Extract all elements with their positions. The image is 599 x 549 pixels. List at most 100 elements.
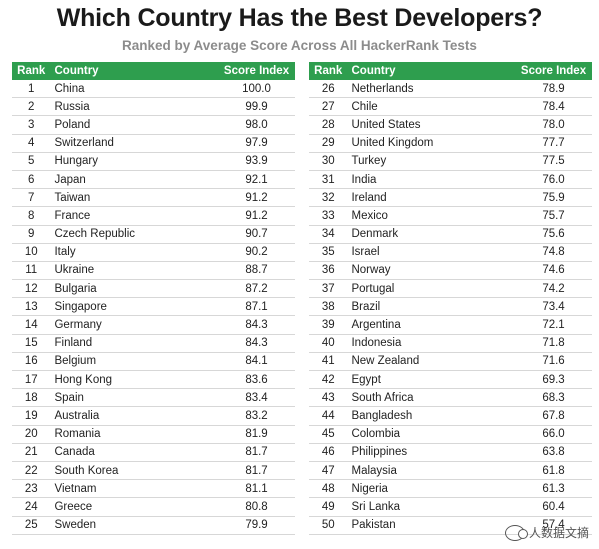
country-cell: Argentina [347,315,516,335]
score-cell: 91.2 [218,206,295,226]
header-score-index: Score Index [515,62,592,80]
score-cell: 57.4 [515,516,592,535]
country-cell: Romania [50,425,219,444]
ranking-table-right: Rank Country Score Index 26 Netherlands 78… [309,62,592,535]
watermark: 人数据文摘 [504,524,589,541]
rank-cell: 19 [12,406,51,426]
header-rank: Rank [309,62,348,80]
country-cell: Pakistan [347,516,516,535]
table-row: 38 Brazil 73.4 [309,297,592,317]
rank-cell: 16 [12,352,51,372]
rank-cell: 21 [12,443,51,462]
rank-cell: 34 [309,225,348,244]
score-cell: 79.9 [218,516,295,535]
score-cell: 77.7 [515,134,592,153]
rank-cell: 35 [309,243,348,262]
score-cell: 88.7 [218,261,295,281]
country-cell: Finland [50,334,219,353]
score-cell: 87.1 [218,297,295,317]
header-score-index: Score Index [218,62,295,80]
country-cell: New Zealand [347,352,516,372]
rank-cell: 17 [12,370,51,390]
country-cell: Portugal [347,279,516,299]
table-row: 15 Finland 84.3 [12,334,295,353]
score-cell: 75.6 [515,225,592,244]
country-cell: France [50,206,219,226]
country-cell: Nigeria [347,479,516,499]
score-cell: 74.6 [515,261,592,281]
score-cell: 100.0 [218,80,295,99]
rank-cell: 41 [309,352,348,372]
score-cell: 81.7 [218,443,295,462]
table-row: 49 Sri Lanka 60.4 [309,497,592,517]
table-row: 48 Nigeria 61.3 [309,479,592,499]
country-cell: Germany [50,315,219,335]
country-cell: Turkey [347,152,516,171]
country-cell: Israel [347,243,516,262]
rank-cell: 9 [12,225,51,244]
country-cell: Greece [50,497,219,517]
table-row: 42 Egypt 69.3 [309,370,592,390]
table-row: 7 Taiwan 91.2 [12,188,295,208]
score-cell: 69.3 [515,370,592,390]
table-row: 18 Spain 83.4 [12,388,295,408]
table-row: 19 Australia 83.2 [12,406,295,426]
score-cell: 63.8 [515,443,592,462]
table-row: 24 Greece 80.8 [12,497,295,517]
country-cell: Australia [50,406,219,426]
score-cell: 90.7 [218,225,295,244]
rank-cell: 14 [12,315,51,335]
score-cell: 61.3 [515,479,592,499]
score-cell: 98.0 [218,115,295,135]
rank-cell: 38 [309,297,348,317]
country-cell: Italy [50,243,219,262]
rank-cell: 50 [309,516,348,535]
ranking-table-left: Rank Country Score Index 1 China 100.0 2 Rus… [12,62,295,535]
country-cell: Chile [347,97,516,117]
table-row: 21 Canada 81.7 [12,443,295,462]
country-cell: Netherlands [347,80,516,99]
country-cell: Taiwan [50,188,219,208]
rank-cell: 44 [309,406,348,426]
score-cell: 84.1 [218,352,295,372]
rank-cell: 6 [12,170,51,190]
score-cell: 78.9 [515,80,592,99]
score-cell: 80.8 [218,497,295,517]
score-cell: 78.4 [515,97,592,117]
table-row: 25 Sweden 79.9 [12,516,295,535]
country-cell: Vietnam [50,479,219,499]
country-cell: Czech Republic [50,225,219,244]
score-cell: 61.8 [515,461,592,481]
rank-cell: 22 [12,461,51,481]
country-cell: India [347,170,516,190]
table-row: 1 China 100.0 [12,80,295,99]
chart-subtitle: Ranked by Average Score Across All Hacke… [122,38,477,53]
watermark-text: 人数据文摘 [528,526,589,540]
score-cell: 84.3 [218,315,295,335]
score-cell: 99.9 [218,97,295,117]
rank-cell: 5 [12,152,51,171]
rank-cell: 39 [309,315,348,335]
country-cell: Hungary [50,152,219,171]
table-row: 17 Hong Kong 83.6 [12,370,295,390]
table-row: 30 Turkey 77.5 [309,152,592,171]
table-header-row: Rank Country Score Index [309,62,592,80]
country-cell: Singapore [50,297,219,317]
score-cell: 78.0 [515,115,592,135]
wechat-icon [504,524,528,541]
rank-cell: 4 [12,134,51,153]
rank-cell: 28 [309,115,348,135]
rank-cell: 33 [309,206,348,226]
rank-cell: 30 [309,152,348,171]
score-cell: 75.9 [515,188,592,208]
table-row: 47 Malaysia 61.8 [309,461,592,481]
country-cell: Canada [50,443,219,462]
score-cell: 81.1 [218,479,295,499]
rank-cell: 26 [309,80,348,99]
country-cell: Ireland [347,188,516,208]
rank-cell: 20 [12,425,51,444]
country-cell: Russia [50,97,219,117]
table-row: 22 South Korea 81.7 [12,461,295,481]
country-cell: Denmark [347,225,516,244]
score-cell: 71.8 [515,334,592,353]
